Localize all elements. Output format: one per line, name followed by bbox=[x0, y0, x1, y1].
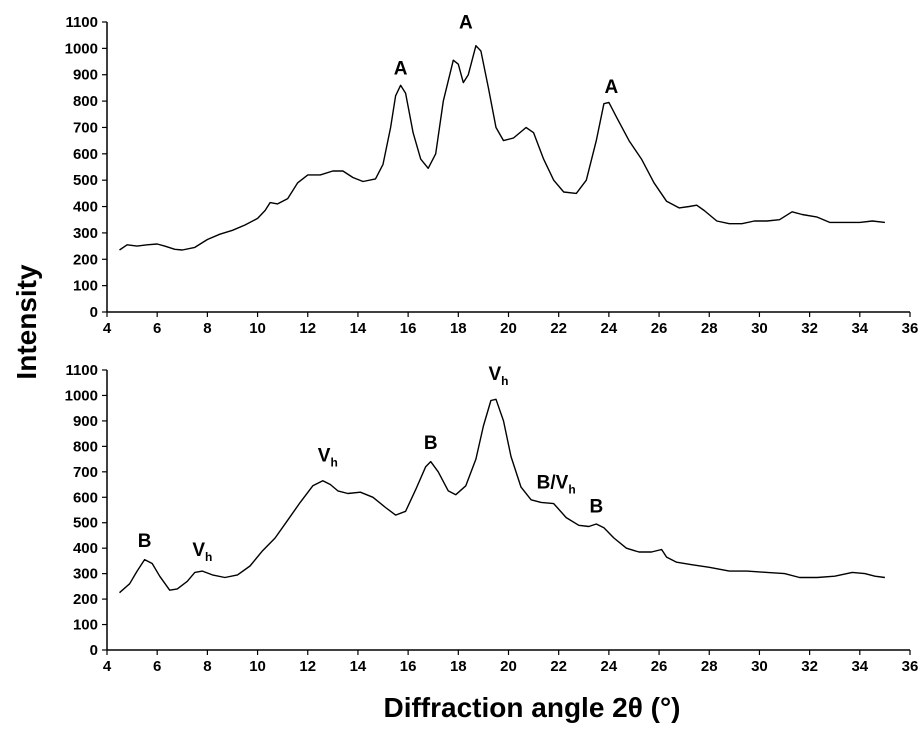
x-tick-label: 12 bbox=[299, 320, 316, 337]
y-tick-label: 700 bbox=[73, 464, 98, 481]
x-tick-label: 12 bbox=[299, 658, 316, 675]
y-tick-label: 1000 bbox=[65, 387, 98, 404]
y-tick-label: 300 bbox=[73, 566, 98, 583]
x-axis-title: Diffraction angle 2θ (°) bbox=[383, 692, 680, 723]
x-tick-label: 34 bbox=[851, 658, 868, 675]
x-tick-label: 16 bbox=[400, 658, 417, 675]
x-tick-label: 32 bbox=[801, 320, 818, 337]
y-tick-label: 100 bbox=[73, 278, 98, 295]
y-tick-label: 300 bbox=[73, 225, 98, 242]
y-tick-label: 100 bbox=[73, 617, 98, 634]
y-tick-label: 800 bbox=[73, 93, 98, 110]
x-tick-label: 24 bbox=[601, 658, 618, 675]
x-tick-label: 20 bbox=[500, 658, 517, 675]
y-tick-label: 400 bbox=[73, 199, 98, 216]
peak-label: A bbox=[459, 13, 473, 34]
x-tick-label: 22 bbox=[550, 320, 567, 337]
peak-label: Vh bbox=[192, 540, 212, 564]
peak-label: A bbox=[605, 77, 619, 98]
x-tick-label: 32 bbox=[801, 658, 818, 675]
y-tick-label: 700 bbox=[73, 119, 98, 136]
peak-label: Vh bbox=[488, 364, 508, 388]
x-tick-label: 26 bbox=[651, 658, 668, 675]
x-tick-label: 18 bbox=[450, 320, 467, 337]
x-tick-label: 10 bbox=[249, 320, 266, 337]
y-tick-label: 500 bbox=[73, 172, 98, 189]
peak-label: B/Vh bbox=[537, 472, 576, 496]
x-tick-label: 4 bbox=[103, 320, 112, 337]
y-tick-label: 900 bbox=[73, 67, 98, 84]
y-tick-label: 400 bbox=[73, 540, 98, 557]
x-tick-label: 22 bbox=[550, 658, 567, 675]
x-tick-label: 4 bbox=[103, 658, 112, 675]
y-tick-label: 200 bbox=[73, 251, 98, 268]
x-tick-label: 14 bbox=[350, 320, 367, 337]
y-tick-label: 200 bbox=[73, 591, 98, 608]
y-tick-label: 0 bbox=[90, 304, 98, 321]
y-tick-label: 600 bbox=[73, 146, 98, 163]
panel-bottom: 0 100 200 300 400 500 600 700 800 900 1000 1100 4 6 8 1… bbox=[65, 362, 919, 675]
y-tick-label: 900 bbox=[73, 413, 98, 430]
x-tick-label: 8 bbox=[203, 320, 211, 337]
x-tick-label: 20 bbox=[500, 320, 517, 337]
panel-top: 0 100 200 300 400 500 600 700 800 900 1000 1100 4 6 8 1… bbox=[65, 13, 919, 337]
peak-label: A bbox=[394, 59, 408, 80]
y-tick-label: 1100 bbox=[65, 14, 98, 31]
x-tick-label: 26 bbox=[651, 320, 668, 337]
x-tick-label: 30 bbox=[751, 658, 768, 675]
peak-label: B bbox=[138, 531, 152, 552]
x-tick-label: 36 bbox=[902, 658, 919, 675]
peak-label: B bbox=[424, 433, 438, 454]
y-axis-title: Intensity bbox=[11, 264, 42, 380]
diffraction-line-top bbox=[119, 45, 885, 251]
diffraction-line-bottom bbox=[119, 398, 885, 594]
x-tick-label: 10 bbox=[249, 658, 266, 675]
y-tick-label: 600 bbox=[73, 489, 98, 506]
y-tick-label: 1000 bbox=[65, 40, 98, 57]
y-tick-label: 0 bbox=[90, 642, 98, 659]
y-tick-label: 800 bbox=[73, 438, 98, 455]
peak-label: Vh bbox=[318, 446, 338, 470]
y-tick-label: 1100 bbox=[65, 362, 98, 379]
x-tick-label: 6 bbox=[153, 658, 161, 675]
x-tick-label: 36 bbox=[902, 320, 919, 337]
x-tick-label: 24 bbox=[601, 320, 618, 337]
x-tick-label: 34 bbox=[851, 320, 868, 337]
y-tick-label: 500 bbox=[73, 515, 98, 532]
x-tick-label: 18 bbox=[450, 658, 467, 675]
x-tick-label: 30 bbox=[751, 320, 768, 337]
x-tick-label: 14 bbox=[350, 658, 367, 675]
x-tick-label: 28 bbox=[701, 320, 718, 337]
x-tick-label: 6 bbox=[153, 320, 161, 337]
peak-label: B bbox=[589, 497, 603, 518]
x-tick-label: 28 bbox=[701, 658, 718, 675]
x-tick-label: 16 bbox=[400, 320, 417, 337]
x-tick-label: 8 bbox=[203, 658, 211, 675]
